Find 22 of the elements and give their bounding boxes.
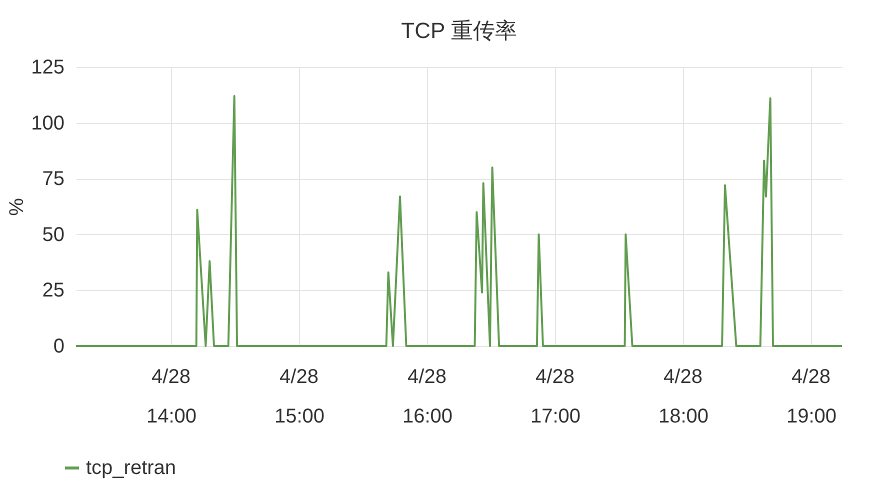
legend-label: tcp_retran [86,457,176,479]
y-tick-label: 50 [42,224,64,246]
chart-title: TCP 重传率 [401,18,517,43]
y-tick-label: 125 [31,56,64,78]
x-tick-label: 19:00 [786,406,837,428]
y-tick-label: 100 [31,112,64,134]
text: 4/28 [152,366,190,388]
text: 4/28 [408,366,446,388]
x-tick-label: 14:00 [146,406,197,428]
x-tick-label: 16:00 [402,406,453,428]
text: 4/28 [664,366,702,388]
y-axis-title: % [6,198,28,216]
text: 4/28 [536,366,574,388]
text: 4/28 [280,366,318,388]
x-tick-label: 18:00 [658,406,709,428]
text: 4/28 [792,366,830,388]
y-tick-label: 0 [53,336,64,358]
x-tick-label: 17:00 [530,406,581,428]
y-tick-label: 25 [42,280,64,302]
y-tick-label: 75 [42,168,64,190]
x-tick-label: 15:00 [274,406,325,428]
line-series [75,95,843,347]
